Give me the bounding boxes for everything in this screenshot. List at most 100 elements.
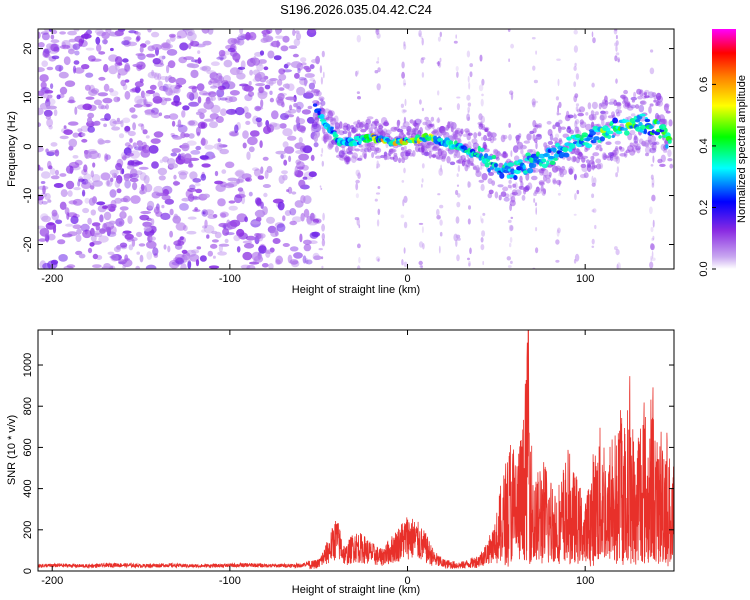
heatmap-cell-708 [121, 156, 127, 160]
heatmap-cell-192 [142, 103, 152, 108]
heatmap-cell-1017 [292, 53, 299, 58]
heatmap-cell-1417 [615, 78, 618, 84]
heatmap-cell-1446 [651, 250, 654, 259]
heatmap-cell-1055 [282, 128, 293, 137]
heatmap-cell-917 [97, 152, 101, 159]
heatmap-cell-1396 [591, 175, 594, 184]
spectrogram-x-tick-label-0: -200 [41, 273, 63, 285]
heatmap-cell-1780 [467, 132, 473, 136]
heatmap-cell-352 [302, 176, 308, 180]
heatmap-cell-849 [230, 38, 240, 44]
heatmap-cell-1074 [77, 128, 83, 133]
heatmap-cell-882 [248, 81, 252, 86]
heatmap-cell-1884 [518, 133, 522, 138]
heatmap-cell-1056 [109, 169, 119, 176]
heatmap-cell-874 [245, 31, 251, 41]
heatmap-cell-1234 [455, 239, 458, 247]
heatmap-cell-1857 [504, 193, 510, 198]
heatmap-cell-146 [315, 55, 320, 65]
snr-y-tick-label-1: 200 [22, 521, 34, 539]
heatmap-cell-790 [134, 95, 144, 105]
heatmap-cell-620 [81, 169, 88, 176]
heatmap-cell-682 [181, 110, 186, 118]
colorbar-tick-label-2: 0.4 [698, 138, 710, 153]
heatmap-cell-866 [152, 92, 160, 99]
heatmap-cell-1203 [418, 29, 422, 38]
heatmap-cell-1657 [409, 119, 414, 124]
heatmap-cell-871 [143, 92, 151, 97]
heatmap-cell-1111 [318, 248, 323, 251]
heatmap-cell-1968 [558, 139, 563, 145]
heatmap-cell-2440 [541, 163, 548, 169]
heatmap-cell-281 [197, 96, 202, 104]
heatmap-cell-2524 [624, 130, 630, 136]
heatmap-cell-331 [108, 88, 114, 93]
heatmap-cell-1409 [615, 34, 618, 40]
heatmap-cell-2101 [619, 147, 625, 152]
heatmap-cell-811 [102, 205, 108, 209]
heatmap-cell-1436 [650, 164, 654, 167]
heatmap-cell-87 [278, 87, 285, 91]
heatmap-cell-425 [199, 255, 207, 262]
heatmap-cell-749 [119, 242, 128, 248]
heatmap-cell-1005 [179, 203, 189, 211]
heatmap-cell-2436 [539, 161, 543, 167]
heatmap-cell-1960 [552, 137, 559, 142]
heatmap-cell-2107 [623, 151, 628, 158]
heatmap-cell-2381 [484, 162, 490, 168]
heatmap-cell-1168 [403, 82, 407, 86]
heatmap-cell-1573 [369, 145, 376, 151]
heatmap-cell-1128 [357, 172, 361, 179]
heatmap-cell-8 [64, 80, 76, 87]
snr-y-axis-label: SNR (10 * v/v) [6, 415, 18, 485]
heatmap-cell-269 [176, 35, 182, 39]
heatmap-cell-1315 [509, 90, 514, 95]
heatmap-cell-543 [150, 138, 161, 144]
heatmap-cell-120 [266, 165, 273, 174]
heatmap-cell-1767 [463, 133, 467, 137]
heatmap-cell-437 [187, 188, 197, 192]
heatmap-cell-1969 [556, 179, 562, 186]
heatmap-cell-888 [304, 73, 315, 78]
heatmap-cell-1460 [316, 90, 322, 97]
heatmap-cell-1346 [558, 101, 562, 109]
heatmap-cell-628 [126, 165, 135, 170]
heatmap-cell-1278 [480, 164, 482, 171]
heatmap-cell-1257 [468, 205, 471, 210]
heatmap-cell-1045 [165, 84, 173, 89]
heatmap-cell-690 [282, 35, 290, 43]
heatmap-cell-2052 [596, 144, 602, 148]
heatmap-cell-998 [114, 197, 123, 204]
heatmap-cell-970 [50, 43, 59, 52]
heatmap-cell-958 [209, 113, 219, 120]
heatmap-cell-1554 [361, 124, 365, 128]
heatmap-cell-2565 [665, 144, 669, 149]
heatmap-cell-979 [279, 154, 286, 159]
heatmap-cell-12 [59, 31, 66, 35]
heatmap-cell-2523 [622, 119, 630, 123]
heatmap-cell-1700 [430, 116, 435, 122]
heatmap-cell-715 [175, 257, 185, 265]
heatmap-cell-1482 [325, 135, 333, 140]
heatmap-cell-1349 [556, 112, 562, 116]
heatmap-cell-1937 [540, 168, 546, 171]
heatmap-cell-1297 [479, 54, 483, 62]
colorbar-tick-label-1: 0.2 [698, 200, 710, 215]
heatmap-cell-421 [132, 182, 138, 191]
snr-panel: -200 -100 0 100 0 200 400 600 800 1000 Height of… [6, 329, 675, 596]
heatmap-cell-2168 [650, 135, 657, 143]
heatmap-cell-701 [115, 218, 125, 227]
heatmap-cell-1226 [436, 62, 440, 65]
heatmap-cell-1892 [521, 194, 526, 201]
heatmap-cell-689 [53, 183, 64, 188]
heatmap-cell-375 [248, 32, 257, 41]
heatmap-cell-732 [87, 154, 93, 158]
heatmap-cell-1254 [466, 50, 471, 58]
heatmap-cell-1412 [616, 166, 620, 174]
heatmap-cell-1320 [533, 79, 539, 84]
heatmap-cell-887 [115, 64, 120, 71]
heatmap-cell-702 [312, 79, 316, 85]
heatmap-cell-640 [301, 109, 311, 115]
heatmap-cell-217 [310, 154, 315, 161]
heatmap-cell-329 [38, 67, 45, 73]
